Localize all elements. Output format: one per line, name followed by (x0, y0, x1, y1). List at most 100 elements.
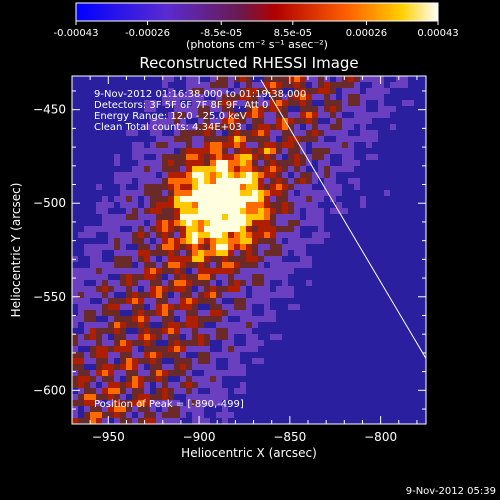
heatmap-cell (330, 352, 336, 358)
heatmap-cell (204, 334, 210, 340)
heatmap-cell (114, 370, 120, 376)
heatmap-cell (168, 142, 174, 148)
heatmap-cell (264, 94, 270, 100)
heatmap-cell (234, 142, 240, 148)
heatmap-cell (360, 82, 366, 88)
heatmap-cell (252, 148, 258, 154)
heatmap-cell (126, 418, 132, 424)
heatmap-cell (186, 280, 192, 286)
heatmap-cell (192, 196, 198, 202)
heatmap-cell (396, 394, 402, 400)
heatmap-cell (222, 346, 228, 352)
heatmap-cell (276, 370, 282, 376)
heatmap-cell (246, 76, 252, 82)
heatmap-cell (282, 328, 288, 334)
heatmap-cell (300, 358, 306, 364)
heatmap-cell (180, 364, 186, 370)
heatmap-cell (114, 184, 120, 190)
heatmap-cell (294, 376, 300, 382)
heatmap-cell (192, 346, 198, 352)
heatmap-cell (336, 274, 342, 280)
heatmap-cell (408, 364, 414, 370)
heatmap-cell (378, 334, 384, 340)
heatmap-cell (144, 322, 150, 328)
heatmap-cell (330, 334, 336, 340)
heatmap-cell (180, 340, 186, 346)
heatmap-cell (228, 322, 234, 328)
heatmap-cell (306, 334, 312, 340)
heatmap-cell (390, 244, 396, 250)
heatmap-cell (222, 298, 228, 304)
heatmap-cell (228, 94, 234, 100)
heatmap-cell (78, 124, 84, 130)
heatmap-cell (378, 346, 384, 352)
heatmap-cell (402, 334, 408, 340)
heatmap-cell (144, 388, 150, 394)
heatmap-cell (354, 82, 360, 88)
heatmap-cell (372, 334, 378, 340)
heatmap-cell (306, 214, 312, 220)
heatmap-cell (198, 220, 204, 226)
heatmap-cell (114, 136, 120, 142)
heatmap-cell (126, 316, 132, 322)
y-axis-label: Heliocentric Y (arcsec) (9, 183, 23, 318)
heatmap-cell (222, 148, 228, 154)
heatmap-cell (270, 382, 276, 388)
heatmap-cell (150, 268, 156, 274)
heatmap-cell (348, 370, 354, 376)
heatmap-cell (222, 262, 228, 268)
heatmap-cell (258, 88, 264, 94)
heatmap-cell (366, 256, 372, 262)
heatmap-cell (318, 400, 324, 406)
heatmap-cell (306, 268, 312, 274)
heatmap-cell (252, 250, 258, 256)
heatmap-cell (336, 298, 342, 304)
heatmap-cell (168, 298, 174, 304)
heatmap-cell (126, 178, 132, 184)
heatmap-cell (288, 346, 294, 352)
heatmap-cell (186, 226, 192, 232)
heatmap-cell (78, 388, 84, 394)
heatmap-cell (336, 232, 342, 238)
heatmap-cell (258, 106, 264, 112)
heatmap-cell (420, 340, 426, 346)
heatmap-cell (414, 322, 420, 328)
heatmap-cell (372, 124, 378, 130)
heatmap-cell (366, 88, 372, 94)
heatmap-cell (264, 352, 270, 358)
heatmap-cell (114, 418, 120, 424)
heatmap-cell (126, 154, 132, 160)
heatmap-cell (162, 268, 168, 274)
heatmap-cell (144, 286, 150, 292)
heatmap-cell (384, 100, 390, 106)
heatmap-cell (222, 232, 228, 238)
heatmap-cell (78, 178, 84, 184)
heatmap-cell (168, 370, 174, 376)
heatmap-cell (372, 382, 378, 388)
heatmap-cell (312, 124, 318, 130)
heatmap-cell (288, 112, 294, 118)
heatmap-cell (240, 406, 246, 412)
heatmap-cell (210, 202, 216, 208)
heatmap-cell (288, 160, 294, 166)
heatmap-cell (150, 334, 156, 340)
heatmap-cell (120, 340, 126, 346)
heatmap-cell (252, 238, 258, 244)
heatmap-cell (378, 136, 384, 142)
heatmap-cell (204, 268, 210, 274)
heatmap-cell (300, 88, 306, 94)
heatmap-cell (264, 142, 270, 148)
heatmap-cell (300, 166, 306, 172)
heatmap-cell (318, 388, 324, 394)
heatmap-cell (216, 160, 222, 166)
x-axis: −950 −900 −850 −800 (71, 76, 418, 444)
heatmap-cell (342, 274, 348, 280)
heatmap-cell (342, 358, 348, 364)
heatmap-cell (252, 208, 258, 214)
heatmap-cell (402, 244, 408, 250)
heatmap-cell (78, 256, 84, 262)
heatmap-cell (216, 262, 222, 268)
heatmap-cell (186, 238, 192, 244)
heatmap-cell (300, 316, 306, 322)
heatmap-cell (324, 124, 330, 130)
